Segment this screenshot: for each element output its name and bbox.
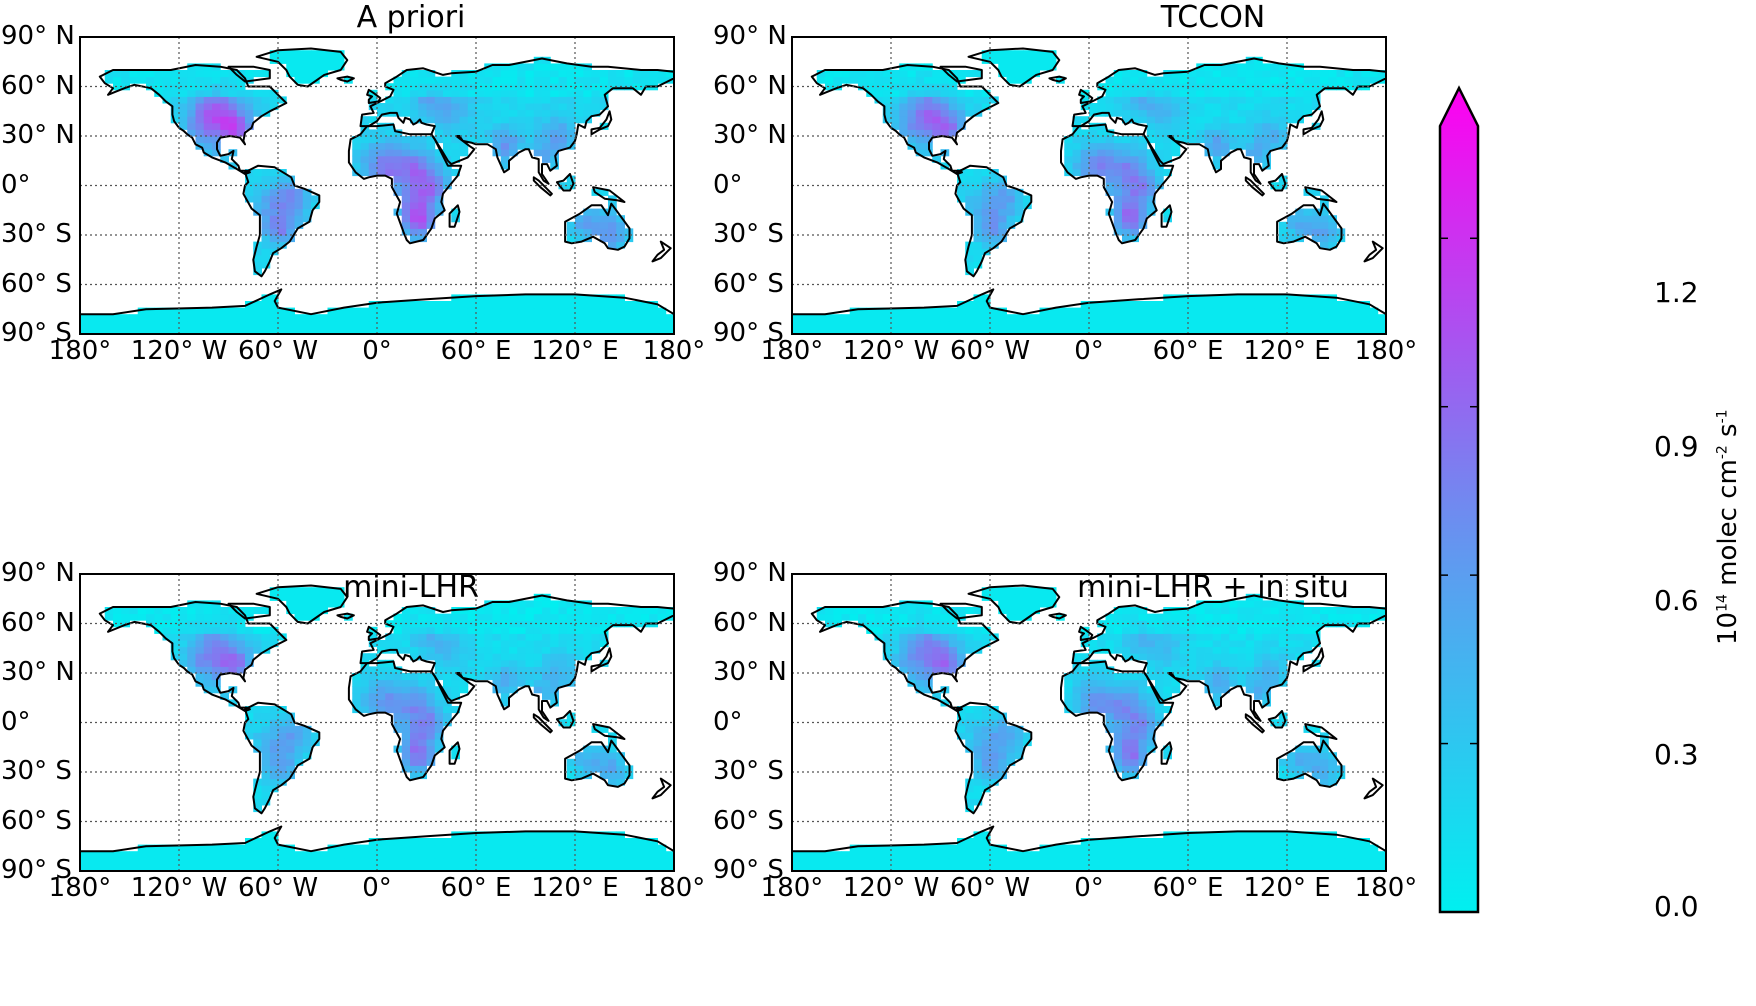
- lat-label: 30° S: [713, 756, 784, 786]
- graticule: [792, 574, 1386, 871]
- coastlines: [792, 47, 1386, 334]
- lat-label: 30° S: [1, 756, 72, 786]
- lon-label: 120° E: [531, 873, 619, 903]
- colorbar-label-exp2: -2: [1714, 445, 1731, 460]
- lon-label: 180°: [760, 336, 824, 366]
- map-frame: [79, 36, 675, 335]
- lon-label: 180°: [1354, 336, 1418, 366]
- lon-label: 60° E: [1152, 873, 1224, 903]
- lat-label: 0°: [1, 706, 31, 737]
- graticule: [80, 574, 674, 871]
- map-frame: [791, 36, 1387, 335]
- panel-title-mini-lhr-insitu: mini-LHR + in situ: [1077, 570, 1349, 605]
- emission-grid: [80, 587, 674, 871]
- graticule: [80, 37, 674, 334]
- graticule: [792, 37, 1386, 334]
- colorbar-tick-1: 0.3: [1654, 738, 1699, 771]
- lat-label: 0°: [713, 169, 743, 200]
- lat-label: 60° N: [713, 70, 787, 101]
- lat-label: 30° S: [1, 219, 72, 249]
- map-panel-3: [791, 573, 1387, 872]
- colorbar-label-exp3: -1: [1714, 409, 1731, 424]
- lat-label: 90° S: [1, 318, 72, 348]
- lat-label: 60° N: [713, 607, 787, 638]
- colorbar-tick-0: 0.0: [1654, 890, 1699, 923]
- lon-label: 120° E: [1243, 873, 1331, 903]
- lon-label: 60° E: [440, 873, 512, 903]
- lat-label: 0°: [1, 169, 31, 200]
- panel-title-a-priori: A priori: [356, 0, 466, 35]
- lon-label: 120° W: [842, 336, 940, 366]
- map-panel-1: [791, 36, 1387, 335]
- lat-label: 30° N: [713, 657, 787, 687]
- lat-label: 30° N: [713, 120, 787, 150]
- lon-label: 180°: [642, 873, 706, 903]
- lon-label: 0°: [362, 336, 392, 366]
- lon-label: 120° W: [130, 336, 228, 366]
- panel-title-tccon: TCCON: [1160, 0, 1266, 35]
- lon-label: 60° W: [949, 873, 1031, 903]
- coastlines: [80, 47, 674, 334]
- colorbar-tick-3: 0.9: [1654, 430, 1699, 463]
- lat-label: 90° S: [713, 318, 784, 348]
- colorbar: [1438, 85, 1480, 914]
- map-frame: [791, 573, 1387, 872]
- lat-label: 60° S: [713, 268, 784, 299]
- colorbar-bar: [1438, 85, 1480, 914]
- coastlines: [792, 584, 1386, 871]
- lat-label: 90° N: [713, 558, 787, 588]
- lat-label: 60° S: [1, 268, 72, 299]
- lon-label: 180°: [48, 336, 112, 366]
- lat-label: 90° S: [1, 855, 72, 885]
- lon-label: 120° E: [531, 336, 619, 366]
- colorbar-label-base: 10: [1713, 611, 1743, 645]
- lon-label: 120° E: [1243, 336, 1331, 366]
- colorbar-label-exp1: 14: [1714, 594, 1731, 612]
- colorbar-tick-2: 0.6: [1654, 584, 1699, 617]
- lon-label: 180°: [642, 336, 706, 366]
- map-panel-2: [79, 573, 675, 872]
- lat-label: 90° N: [713, 21, 787, 51]
- lon-label: 60° W: [237, 336, 319, 366]
- map-frame: [79, 573, 675, 872]
- lat-label: 60° N: [1, 70, 75, 101]
- lon-label: 0°: [362, 873, 392, 903]
- lon-label: 60° E: [440, 336, 512, 366]
- lon-label: 180°: [760, 873, 824, 903]
- colorbar-label-unit: molec cm: [1713, 459, 1743, 595]
- lon-label: 0°: [1074, 873, 1104, 903]
- lat-label: 90° N: [1, 558, 75, 588]
- panel-title-mini-lhr: mini-LHR: [343, 570, 479, 605]
- lon-label: 180°: [1354, 873, 1418, 903]
- lat-label: 60° S: [1, 805, 72, 836]
- lat-label: 60° S: [713, 805, 784, 836]
- colorbar-label-s: s: [1713, 423, 1743, 446]
- lat-label: 60° N: [1, 607, 75, 638]
- colorbar-label: 1014 molec cm-2 s-1: [1713, 409, 1743, 645]
- colorbar-tick-4: 1.2: [1654, 276, 1699, 309]
- lat-label: 30° S: [713, 219, 784, 249]
- lat-label: 0°: [713, 706, 743, 737]
- lon-label: 60° E: [1152, 336, 1224, 366]
- lat-label: 90° N: [1, 21, 75, 51]
- lon-label: 180°: [48, 873, 112, 903]
- lon-label: 120° W: [130, 873, 228, 903]
- lat-label: 90° S: [713, 855, 784, 885]
- lon-label: 60° W: [949, 336, 1031, 366]
- lat-label: 30° N: [1, 657, 75, 687]
- lat-label: 30° N: [1, 120, 75, 150]
- lon-label: 120° W: [842, 873, 940, 903]
- lon-label: 60° W: [237, 873, 319, 903]
- map-panel-0: [79, 36, 675, 335]
- lon-label: 0°: [1074, 336, 1104, 366]
- coastlines: [80, 584, 674, 871]
